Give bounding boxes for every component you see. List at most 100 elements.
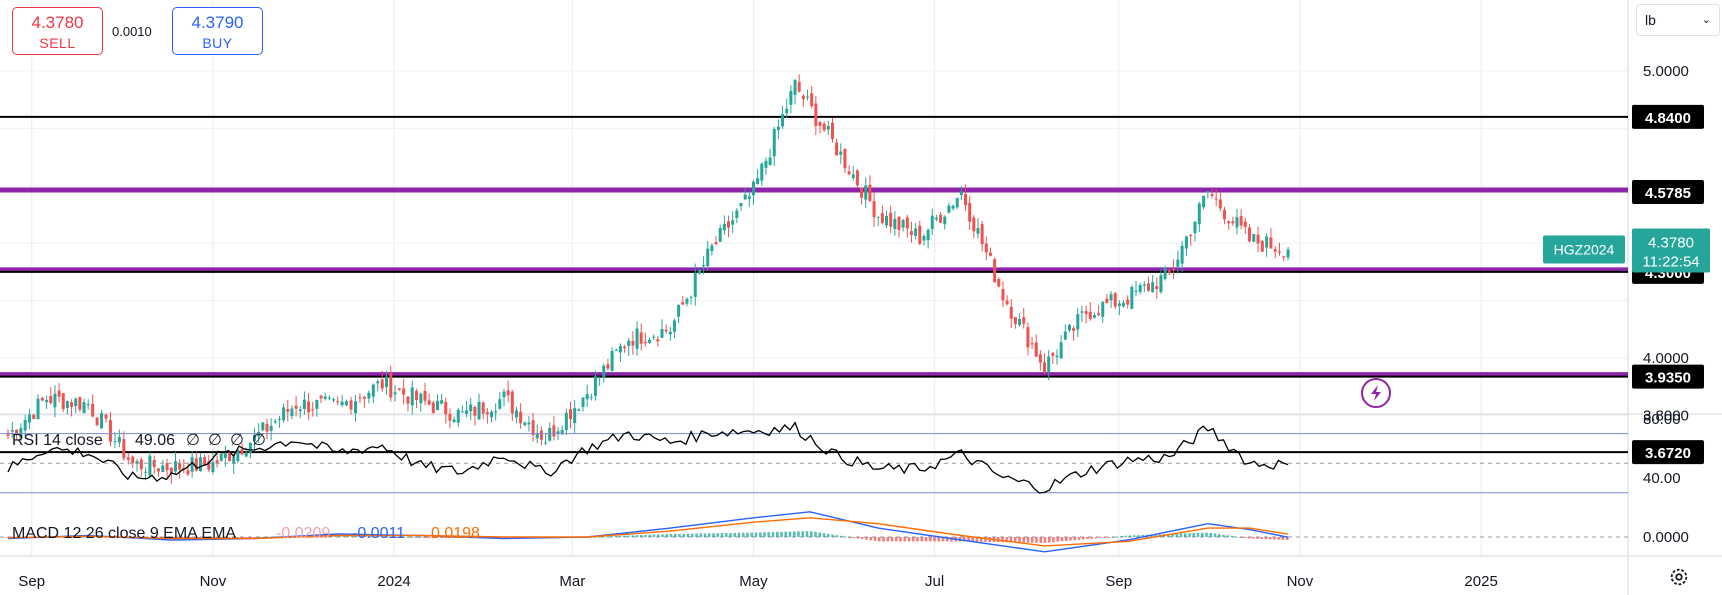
candle-body [560, 430, 564, 434]
candle-body [1163, 267, 1167, 279]
candle-body [756, 178, 760, 184]
macd-histogram-bar [359, 535, 363, 537]
candle-body [993, 259, 997, 283]
level-tag-bg [1632, 440, 1704, 465]
candle-body [885, 215, 889, 226]
buy-price: 4.3790 [191, 13, 244, 32]
candle-body [86, 404, 90, 406]
candle-body [15, 429, 19, 435]
countdown-text: 11:22:54 [1642, 254, 1699, 271]
macd-histogram-bar [601, 536, 605, 538]
candle-body [232, 456, 236, 464]
candle-body [668, 331, 672, 335]
macd-histogram-bar [1086, 537, 1089, 540]
macd-histogram-bar [189, 537, 193, 539]
candle-body [211, 462, 215, 473]
macd-histogram-bar [1192, 533, 1196, 537]
macd-histogram-bar [1064, 537, 1068, 541]
macd-histogram-bar [699, 533, 703, 537]
candle-body [822, 123, 826, 131]
candle-body [1059, 342, 1063, 359]
macd-histogram-bar [780, 531, 783, 537]
macd-histogram-bar [418, 536, 422, 538]
candle-body [839, 151, 843, 155]
candle-body [485, 412, 489, 415]
time-tick-label: Sep [1105, 573, 1132, 590]
candle-body [1193, 221, 1197, 234]
macd-histogram-bar [231, 537, 235, 538]
candle-body [1265, 236, 1269, 248]
candle-body [139, 459, 143, 470]
candle-body [57, 390, 61, 397]
candle-body [835, 142, 839, 156]
macd-histogram-bar [197, 537, 201, 538]
candle-body [456, 409, 460, 423]
candle-body [100, 413, 104, 429]
candle-body [648, 339, 652, 343]
macd-histogram-bar [427, 537, 431, 538]
candle-body [689, 296, 693, 298]
macd-histogram-bar [890, 537, 894, 542]
macd-histogram-bar [814, 531, 817, 537]
candle-body [113, 441, 117, 443]
macd-histogram-bar [924, 537, 928, 542]
candle-body [577, 409, 581, 411]
macd-histogram-bar [639, 535, 643, 537]
macd-histogram-bar [775, 531, 779, 537]
candle-body [1101, 301, 1105, 317]
unit-dropdown[interactable]: lb ⌄ [1636, 4, 1720, 36]
candle-body [1072, 328, 1076, 331]
macd-histogram-bar [763, 532, 766, 537]
candle-body [302, 399, 306, 409]
macd-histogram-bar [635, 535, 639, 537]
macd-histogram-bar [193, 537, 197, 539]
candle-body [905, 217, 909, 229]
macd-histogram-bar [1043, 537, 1047, 543]
candle-body [539, 430, 543, 440]
candle-body [1001, 288, 1005, 301]
candle-body [785, 108, 789, 114]
candle-body [714, 242, 718, 245]
macd-histogram-bar [1226, 535, 1230, 537]
candle-body [660, 329, 664, 338]
macd-histogram-bar [1132, 535, 1136, 537]
candle-body [706, 248, 710, 267]
macd-histogram-bar [1171, 533, 1174, 537]
macd-histogram-bar [724, 533, 728, 537]
settings-gear-icon[interactable] [1668, 566, 1690, 588]
sell-button[interactable]: 4.3780 SELL [12, 7, 103, 55]
macd-histogram-bar [1281, 537, 1285, 540]
macd-histogram-bar [338, 535, 341, 537]
macd-histogram-bar [414, 536, 418, 538]
macd-histogram-bar [843, 536, 847, 538]
candle-body [922, 235, 926, 241]
candle-body [1273, 249, 1277, 252]
candle-body [1043, 362, 1047, 372]
macd-histogram-bar [1081, 537, 1085, 540]
macd-histogram-bar [168, 537, 171, 539]
candle-body [573, 408, 577, 424]
candle-body [135, 461, 139, 464]
candle-body [1084, 311, 1088, 314]
candle-body [860, 187, 864, 198]
candle-body [826, 126, 830, 130]
candle-body [1277, 251, 1281, 253]
candle-body [968, 202, 972, 222]
macd-histogram-bar [758, 532, 762, 537]
macd-histogram-bar [818, 532, 822, 537]
candle-body [148, 455, 152, 476]
candle-body [74, 398, 78, 407]
macd-histogram-bar [176, 537, 180, 539]
candle-body [751, 181, 755, 196]
macd-histogram-bar [410, 536, 414, 538]
macd-histogram-bar [1217, 534, 1221, 537]
macd-histogram-bar [661, 534, 664, 537]
candle-body [380, 379, 384, 389]
macd-histogram-bar [210, 537, 214, 538]
candle-body [781, 114, 785, 127]
candle-body [40, 397, 44, 401]
buy-button[interactable]: 4.3790 BUY [172, 7, 263, 55]
candle-body [1172, 268, 1176, 270]
